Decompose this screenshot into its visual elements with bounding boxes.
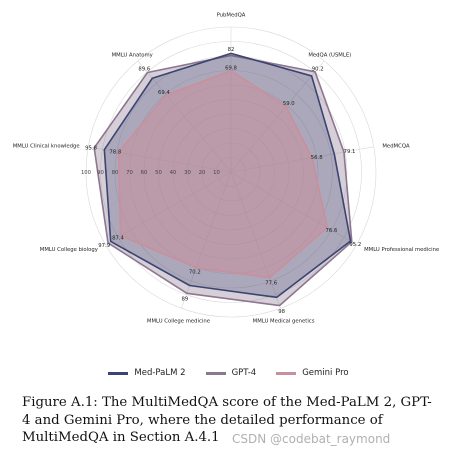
legend-swatch: [276, 371, 297, 375]
value-label: 97.9: [98, 243, 110, 249]
value-labels: 82 69.8 90.2 59.0 79.1 56.8 76.6 95.2 98 77.6 89 70…: [85, 47, 361, 315]
value-label: 89: [182, 297, 189, 303]
legend: Med-PaLM 2 GPT-4 Gemini Pro: [0, 366, 457, 380]
tick-label-40: 40: [170, 170, 177, 176]
axis-label-medqa-usmle: MedQA (USMLE): [308, 52, 351, 58]
tick-label-10: 10: [213, 170, 220, 176]
watermark: CSDN @codebat_raymond: [232, 432, 391, 446]
value-label: 90.2: [312, 67, 324, 73]
value-label: 76.6: [326, 228, 338, 234]
radial-tick-labels: 10 20 30 40 50 60 70 80 90 100: [81, 170, 221, 176]
value-label: 87.4: [112, 235, 124, 241]
axis-label-mmlu-clinical-knowledge: MMLU Clinical knowledge: [13, 143, 80, 149]
value-label: 89.6: [138, 67, 150, 73]
axis-label-mmlu-professional-medicine: MMLU Professional medicine: [364, 247, 439, 253]
value-label: 69.8: [225, 66, 237, 72]
value-label: 79.1: [344, 149, 356, 155]
tick-label-20: 20: [199, 170, 206, 176]
tick-label-60: 60: [141, 170, 148, 176]
radar-chart: 10 20 30 40 50 60 70 80 90 100 PubMedQA MedQA (USM…: [13, 12, 440, 324]
axis-label-medmcqa: MedMCQA: [382, 143, 410, 149]
value-label: 77.6: [265, 280, 277, 286]
value-label: 59.0: [283, 101, 295, 107]
legend-swatch: [108, 371, 129, 375]
tick-label-70: 70: [126, 170, 133, 176]
axis-label-mmlu-medical-genetics: MMLU Medical genetics: [253, 318, 315, 324]
value-label: 78.8: [109, 150, 121, 156]
legend-item-med-palm-2: Med-PaLM 2: [108, 366, 186, 380]
legend-item-gemini-pro: Gemini Pro: [276, 366, 349, 380]
value-label: 95.2: [349, 242, 361, 248]
value-label: 95.8: [85, 145, 97, 151]
axis-label-mmlu-anatomy: MMLU Anatomy: [112, 52, 153, 58]
axis-label-mmlu-college-medicine: MMLU College medicine: [147, 318, 210, 324]
legend-label: Gemini Pro: [302, 368, 349, 378]
value-label: 98: [278, 309, 285, 315]
radar-series: [93, 52, 353, 307]
figure-caption: Figure A.1: The MultiMedQA score of the …: [22, 395, 432, 445]
legend-swatch: [205, 371, 226, 375]
value-label: 82: [228, 47, 235, 53]
tick-label-90: 90: [97, 170, 104, 176]
value-label: 70.2: [189, 269, 201, 275]
legend-label: GPT-4: [231, 368, 257, 378]
tick-label-100: 100: [81, 170, 92, 176]
legend-item-gpt-4: GPT-4: [205, 366, 257, 380]
series-gemini-pro: [117, 69, 328, 279]
tick-label-30: 30: [184, 170, 191, 176]
legend-label: Med-PaLM 2: [134, 368, 186, 378]
axis-labels: PubMedQA MedQA (USMLE) MedMCQA MMLU Profess…: [13, 12, 440, 324]
axis-label-pubmedqa: PubMedQA: [217, 12, 246, 18]
value-label: 69.4: [158, 90, 170, 96]
axis-label-mmlu-college-biology: MMLU College biology: [40, 247, 98, 253]
tick-label-50: 50: [155, 170, 162, 176]
value-label: 56.8: [311, 155, 323, 161]
tick-label-80: 80: [112, 170, 119, 176]
